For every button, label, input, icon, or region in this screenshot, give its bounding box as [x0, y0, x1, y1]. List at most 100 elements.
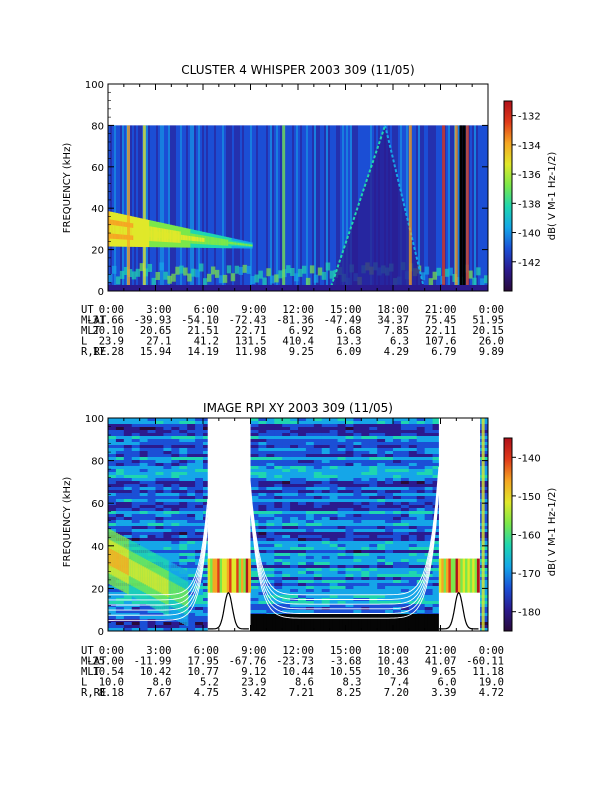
rpi-cell [123, 430, 133, 433]
rpi-cell [139, 457, 149, 460]
rpi-cell [250, 448, 259, 451]
rpi-cell [385, 436, 394, 439]
rpi-cell [187, 451, 196, 454]
rpi-cell [424, 472, 434, 475]
rpi-cell [203, 460, 212, 463]
low-dark-cell [355, 613, 359, 631]
striation [290, 125, 292, 291]
rpi-cell [432, 532, 441, 535]
rpi-cell [385, 460, 394, 463]
rpi-cell [139, 520, 149, 523]
striation [240, 125, 242, 291]
rpi-cell [385, 487, 394, 490]
rpi-cell [424, 448, 434, 451]
low-freq-cell [195, 269, 200, 278]
striation [434, 125, 436, 291]
rpi-cell [400, 451, 410, 454]
striation [416, 125, 418, 291]
rpi-cell [290, 490, 299, 493]
rpi-cell [377, 523, 386, 526]
rpi-cell [108, 469, 117, 472]
gap-band-cell [467, 558, 471, 593]
rpi-cell [195, 430, 204, 433]
rpi-cell [155, 622, 164, 625]
rpi-cell [385, 517, 394, 520]
rpi-cell [290, 427, 299, 430]
ephemeris-value: 23.9 [241, 677, 266, 689]
rpi-cell [345, 529, 354, 532]
noise-band-cell [158, 231, 161, 238]
rpi-cell [345, 442, 354, 445]
rpi-cell [163, 472, 172, 475]
rpi-cell [203, 574, 212, 577]
rpi-cell [258, 499, 267, 502]
striation [450, 125, 452, 291]
striation [266, 125, 268, 291]
rpi-cell [416, 565, 426, 568]
low-dark-cell [358, 613, 362, 631]
rpi-cell [250, 451, 259, 454]
rpi-cell [258, 526, 267, 529]
rpi-cell [115, 496, 125, 499]
noise-band-cell [206, 238, 209, 243]
rpi-cell [313, 589, 323, 592]
rpi-cell [290, 418, 299, 421]
warm-band-cell [174, 583, 177, 601]
rpi-cell [171, 496, 180, 499]
low-dark-cell [307, 613, 312, 631]
rpi-cell [432, 526, 441, 529]
rpi-cell [250, 514, 259, 517]
rpi-cell [369, 448, 378, 451]
rpi-cell [131, 442, 141, 445]
rpi-cell [195, 568, 204, 571]
rpi-cell [416, 589, 426, 592]
rpi-cell [400, 502, 410, 505]
rpi-cell [258, 436, 267, 439]
rpi-cell [432, 460, 441, 463]
rpi-cell [337, 442, 346, 445]
rpi-cell [179, 454, 188, 457]
rpi-cell [400, 562, 410, 565]
rpi-cell [321, 508, 331, 511]
rpi-cell [377, 481, 386, 484]
rpi-cell [321, 574, 331, 577]
rpi-cell [424, 610, 434, 613]
rpi-cell [321, 433, 331, 436]
rpi-cell [353, 496, 362, 499]
rpi-cell [250, 556, 259, 559]
rpi-cell [115, 463, 125, 466]
rpi-cell [313, 547, 323, 550]
low-freq-cell [111, 265, 117, 274]
rpi-cell [345, 499, 354, 502]
model-curve [248, 485, 440, 614]
data-gap [438, 418, 479, 631]
rpi-cell [187, 487, 196, 490]
ephemeris-value: -11.99 [134, 656, 172, 668]
striation [432, 125, 434, 291]
rpi-cell [171, 511, 180, 514]
rpi-cell [203, 466, 212, 469]
ephemeris-value: 14.19 [187, 346, 219, 358]
rpi-cell [179, 436, 188, 439]
rpi-cell [195, 595, 204, 598]
rpi-cell [274, 430, 283, 433]
rpi-cell [353, 520, 362, 523]
rpi-cell [298, 442, 307, 445]
rpi-cell [400, 514, 410, 517]
rpi-cell [385, 433, 394, 436]
rpi-cell [155, 538, 164, 541]
rpi-cell [266, 442, 275, 445]
rpi-cell [187, 628, 196, 631]
rpi-cell [408, 484, 418, 487]
rpi-cell [258, 511, 267, 514]
rpi-cell [329, 544, 339, 547]
low-freq-cell [325, 262, 331, 271]
rpi-cell [179, 475, 188, 478]
low-dark-cell [291, 613, 296, 631]
striation [334, 125, 336, 291]
rpi-cell [408, 457, 418, 460]
rpi-cell [400, 529, 410, 532]
rpi-cell [361, 442, 370, 445]
warm-band-cell [172, 582, 175, 600]
rpi-cell [313, 592, 323, 595]
